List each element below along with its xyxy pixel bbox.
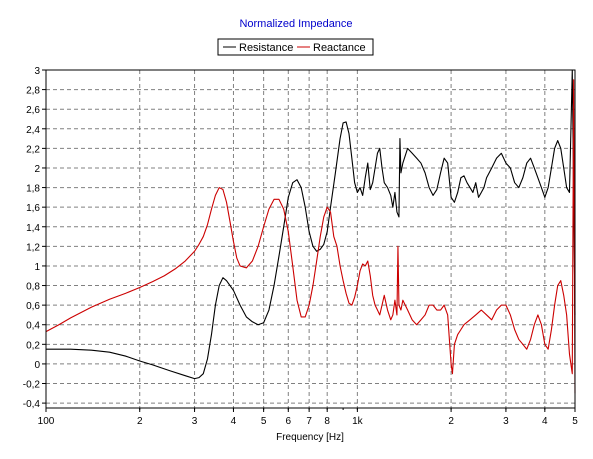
y-tick-label: 0,4 [26, 321, 40, 332]
x-tick-label: 3 [192, 416, 198, 427]
x-tick-label: 2 [448, 416, 454, 427]
y-tick-label: 2,4 [26, 125, 40, 136]
x-tick-label: 8 [324, 416, 330, 427]
plot-frame [45, 69, 576, 409]
y-tick-label: 0 [34, 360, 40, 371]
y-tick-label: 1 [34, 262, 40, 273]
y-tick-label: -0,2 [23, 380, 41, 391]
x-axis: 100 2 3 4 5 6 7 8 1k 2 3 4 5 [38, 408, 578, 427]
y-tick-label: 2 [34, 164, 40, 175]
x-tick-label: 2 [137, 416, 143, 427]
legend: Resistance Reactance [217, 38, 374, 56]
y-tick-label: 3 [34, 66, 40, 77]
y-tick-label: 1,2 [26, 242, 40, 253]
y-axis: 3 2,8 2,6 2,4 2,2 2 1,8 1,6 1,4 1,2 1 0,8 0,6 0,4 0,2 0… [23, 66, 46, 410]
y-tick-label: 1,4 [26, 223, 40, 234]
legend-label-resistance: Resistance [239, 42, 293, 54]
series-line-resistance [46, 69, 576, 380]
x-tick-label: 1k [352, 416, 364, 427]
grid [46, 69, 575, 408]
y-tick-label: 2,6 [26, 105, 40, 116]
x-tick-label: 100 [38, 416, 55, 427]
y-tick-label: -0,4 [23, 399, 41, 410]
y-tick-label: 0,8 [26, 282, 40, 293]
x-tick-label: 6 [286, 416, 292, 427]
y-tick-label: 0,6 [26, 301, 40, 312]
x-tick-label: 7 [306, 416, 312, 427]
x-tick-label: 5 [261, 416, 267, 427]
y-tick-label: 0,2 [26, 340, 40, 351]
x-tick-label: 5 [572, 416, 578, 427]
chart-title: Normalized Impedance [239, 18, 352, 30]
legend-label-reactance: Reactance [313, 42, 366, 54]
y-tick-label: 2,8 [26, 86, 40, 97]
y-tick-label: 2,2 [26, 144, 40, 155]
x-tick-label: 4 [231, 416, 237, 427]
x-tick-label: 4 [542, 416, 548, 427]
x-axis-label: Frequency [Hz] [276, 432, 344, 443]
x-tick-label: 3 [503, 416, 509, 427]
y-tick-label: 1,8 [26, 184, 40, 195]
series-line-reactance [45, 79, 576, 394]
legend-box [217, 38, 374, 56]
y-tick-label: 1,6 [26, 203, 40, 214]
series-layer [45, 69, 576, 394]
